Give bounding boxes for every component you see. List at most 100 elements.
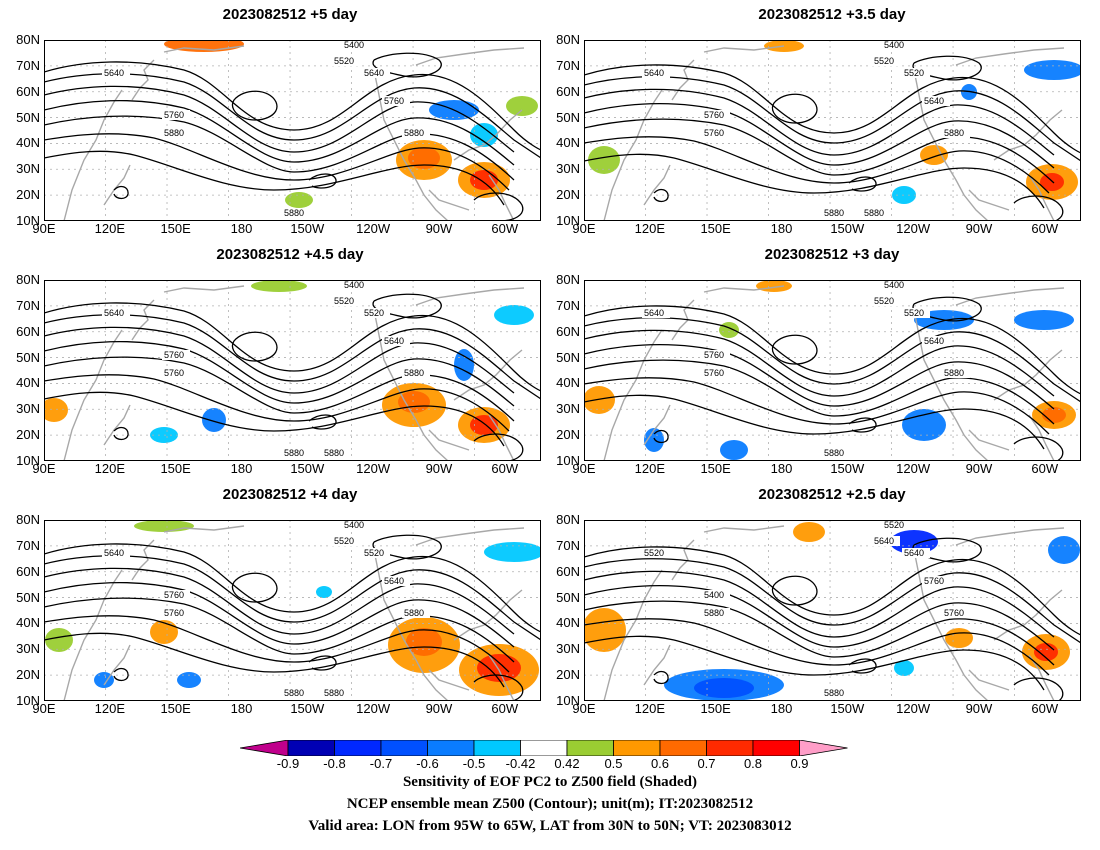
z500-contour (44, 73, 541, 159)
contour-label: 5760 (384, 96, 404, 106)
y-axis-label: 10N (556, 453, 580, 468)
y-axis-label: 80N (16, 32, 40, 47)
contour-label: 5640 (364, 68, 384, 78)
colorbar-segment (473, 740, 521, 756)
z500-contour (44, 340, 515, 407)
y-axis-label: 70N (556, 537, 580, 553)
y-axis-label: 10N (16, 453, 40, 468)
map-panel-6: 5520 5640 5520 5640 5760 5400 5880 5760 5880 (584, 520, 1081, 701)
y-axis-label: 20N (556, 427, 580, 443)
coastline (131, 539, 155, 581)
map-panel-1: 5400 5520 5640 5640 5760 5760 5880 5880 5880 (44, 40, 541, 221)
coastline (968, 669, 1010, 691)
coastline (488, 654, 515, 701)
x-axis-label: 120E (94, 461, 125, 476)
contour-label: 5520 (364, 548, 384, 558)
x-axis-label: 90E (572, 461, 596, 476)
y-axis-label: 10N (16, 693, 40, 708)
coastline (428, 669, 470, 691)
contour-label: 5640 (924, 96, 944, 106)
y-axis-label: 70N (16, 57, 40, 73)
colorbar-segment (706, 740, 754, 756)
sensitivity-shading (1042, 407, 1066, 423)
sensitivity-shading (45, 628, 73, 652)
sensitivity-shading (756, 280, 792, 292)
coastline (131, 59, 155, 101)
x-axis-label: 60W (1031, 461, 1059, 476)
colorbar-segment (566, 740, 614, 756)
coastline (63, 329, 123, 461)
z500-contour (584, 394, 1045, 450)
colorbar-segment (334, 740, 382, 756)
x-axis-label: 90W (965, 701, 993, 716)
colorbar-tick-label: -0.6 (416, 756, 439, 771)
map-svg: 5520 5640 5520 5640 5760 5400 5880 5760 5880 (584, 520, 1081, 701)
y-axis-label: 40N (556, 615, 580, 631)
coastline (453, 349, 523, 401)
contour-label: 5880 (324, 688, 344, 698)
z500-contour (44, 567, 515, 635)
x-axis-label: 150E (160, 701, 191, 716)
colorbar (240, 740, 848, 756)
y-axis-label: 50N (16, 349, 40, 365)
z500-contour (473, 192, 524, 221)
y-axis-label: 30N (556, 161, 580, 177)
contour-label: 5880 (824, 208, 844, 218)
x-axis-label: 120W (356, 701, 391, 716)
coastline (415, 287, 525, 306)
coastline (703, 525, 785, 533)
x-axis-label: 150W (830, 701, 865, 716)
coastline (131, 299, 155, 341)
map-panel-5: 5400 5520 5640 5520 5640 5760 5760 5880 5880 5880 (44, 520, 541, 701)
y-axis-label: 20N (556, 187, 580, 203)
z500-contour (584, 546, 1081, 636)
z500-contour (231, 572, 278, 603)
contour-label: 5760 (704, 128, 724, 138)
z500-contour (44, 150, 505, 206)
contour-label: 5520 (334, 536, 354, 546)
x-axis-label: 60W (1031, 221, 1059, 236)
y-axis-label: 60N (556, 563, 580, 579)
sensitivity-shading (316, 586, 332, 598)
x-axis-label: 150W (830, 461, 865, 476)
x-axis-label: 90E (572, 221, 596, 236)
colorbar-tick-label: 0.8 (743, 756, 763, 771)
contour-label: 5760 (164, 608, 184, 618)
x-axis-label: 120W (356, 461, 391, 476)
contour-label: 5400 (344, 520, 364, 530)
colorbar-tick-label: 0.9 (790, 756, 809, 771)
x-axis-label: 120E (634, 221, 665, 236)
x-axis-label: 180 (770, 701, 793, 716)
contour-label: 5640 (384, 576, 404, 586)
coastline (373, 309, 449, 461)
contour-label: 5400 (344, 280, 364, 290)
z500-contour (584, 102, 1055, 169)
contour-label: 5760 (164, 110, 184, 120)
coastline (955, 287, 1065, 306)
y-axis-label: 80N (16, 512, 40, 527)
x-axis-label: 180 (770, 221, 793, 236)
contour-label: 5640 (104, 308, 124, 318)
contour-label: 5640 (644, 68, 664, 78)
contour-label: 5520 (874, 56, 894, 66)
coastline (103, 404, 131, 446)
panel-title-2: 2023082512 +3.5 day (758, 6, 906, 23)
z500-contour (771, 93, 818, 124)
y-axis-label: 80N (556, 272, 580, 287)
z500-contour (848, 417, 877, 433)
z500-contour (584, 64, 1081, 154)
coastline (955, 47, 1065, 66)
y-axis-label: 40N (16, 615, 40, 631)
y-axis-label: 50N (16, 109, 40, 125)
y-axis-label: 20N (16, 667, 40, 683)
colorbar-tick-label: 0.42 (554, 756, 580, 771)
z500-contour (584, 153, 1045, 209)
contour-label: 5640 (104, 68, 124, 78)
x-axis-label: 120W (356, 221, 391, 236)
sensitivity-shading (251, 280, 307, 292)
z500-contour (44, 632, 505, 688)
z500-contour (113, 185, 129, 200)
z500-contour (584, 88, 1055, 156)
y-axis-label: 60N (556, 83, 580, 99)
z500-contour (584, 136, 1050, 194)
